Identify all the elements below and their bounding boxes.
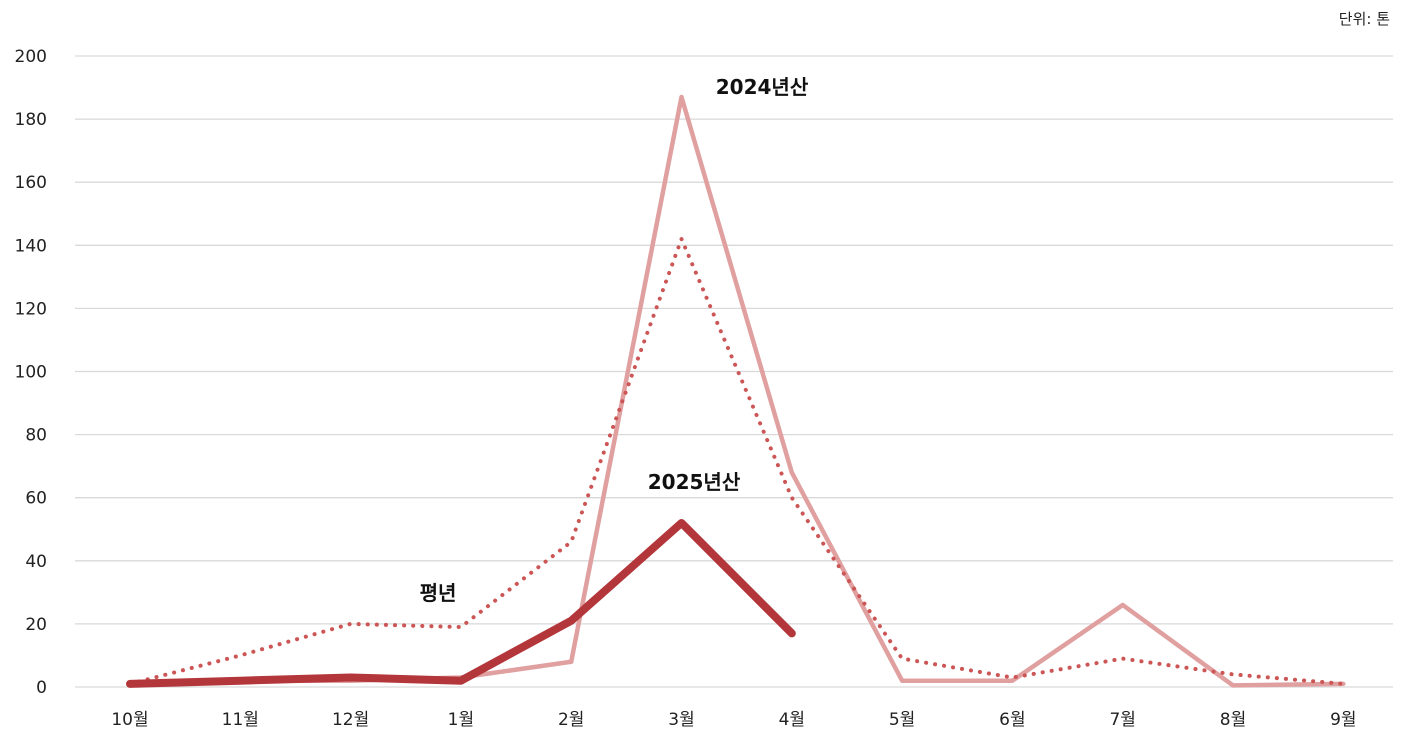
y-tick-label: 180 bbox=[15, 110, 47, 130]
y-tick-label: 140 bbox=[15, 236, 47, 256]
y-tick-label: 100 bbox=[15, 363, 47, 383]
x-tick-label: 4월 bbox=[779, 710, 805, 730]
series-line-0 bbox=[127, 94, 1346, 688]
y-tick-label: 0 bbox=[36, 678, 47, 698]
x-tick-label: 11월 bbox=[222, 710, 259, 730]
y-tick-label: 160 bbox=[15, 173, 47, 193]
x-tick-label: 8월 bbox=[1220, 710, 1246, 730]
y-tick-label: 120 bbox=[15, 299, 47, 319]
y-tick-label: 80 bbox=[25, 426, 47, 446]
y-tick-label: 20 bbox=[25, 615, 47, 635]
series-lines bbox=[126, 94, 1346, 688]
x-tick-label: 6월 bbox=[999, 710, 1025, 730]
y-tick-label: 40 bbox=[25, 552, 47, 572]
series-label-0: 2024년산 bbox=[716, 75, 809, 99]
series-label-2: 2025년산 bbox=[648, 470, 741, 494]
series-label-1: 평년 bbox=[420, 581, 457, 605]
x-tick-label: 7월 bbox=[1109, 710, 1135, 730]
x-tick-label: 1월 bbox=[448, 710, 474, 730]
gridlines bbox=[75, 55, 1393, 688]
unit-label: 단위: 톤 bbox=[1338, 10, 1390, 28]
x-tick-label: 9월 bbox=[1330, 710, 1356, 730]
series-line-2 bbox=[126, 518, 796, 688]
series-line-1 bbox=[128, 236, 1346, 686]
y-tick-label: 60 bbox=[25, 489, 47, 509]
x-axis-ticks: 10월 11월 12월 1월 2월 3월 4월 5월 6월 7월 8월 9월 bbox=[111, 710, 1356, 730]
x-tick-label: 5월 bbox=[889, 710, 915, 730]
y-axis-ticks: 0 20 40 60 80 100 120 140 160 180 200 bbox=[15, 47, 47, 698]
x-tick-label: 2월 bbox=[558, 710, 584, 730]
x-tick-label: 12월 bbox=[332, 710, 369, 730]
y-tick-label: 200 bbox=[15, 47, 47, 67]
x-tick-label: 10월 bbox=[111, 710, 148, 730]
x-tick-label: 3월 bbox=[668, 710, 694, 730]
